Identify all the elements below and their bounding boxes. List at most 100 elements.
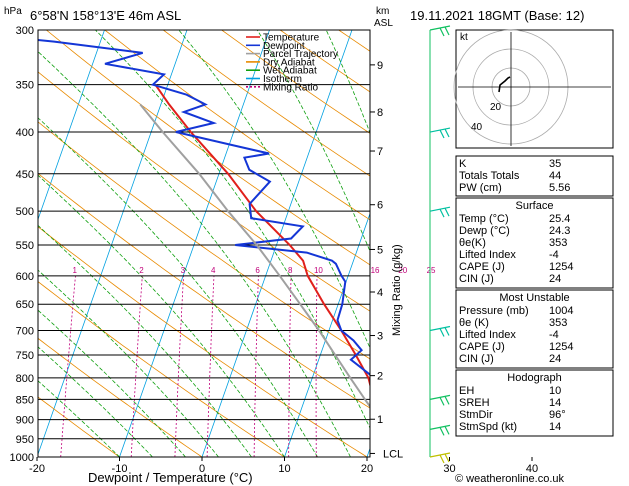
indices-row-value: 353 — [549, 237, 567, 249]
km-tick-label: 4 — [377, 287, 383, 299]
km-axis: 9 8 7 6 5 4 3 2 1 LCL — [370, 60, 403, 460]
isotherm-line — [284, 212, 370, 457]
wet-adiabat-line — [38, 117, 318, 457]
hodograph-ring-label: 20 — [490, 102, 502, 113]
indices-box — [455, 369, 614, 437]
km-tick-label: 6 — [377, 200, 383, 212]
mixing-ratio-line — [315, 275, 318, 457]
pressure-tick-label: 550 — [16, 240, 34, 252]
pressure-tick-label: 650 — [16, 299, 34, 311]
indices-row-label: CIN (J) — [459, 273, 494, 285]
indices-row-value: 10 — [549, 385, 561, 397]
wind-barbs — [429, 25, 451, 464]
mixing-ratio-label: 20 — [398, 266, 407, 275]
wind-barb — [429, 25, 451, 37]
indices-row-value: -4 — [549, 329, 559, 341]
km-tick-label: 1 — [377, 414, 383, 426]
wind-barb — [429, 424, 451, 436]
km-tick-label: 2 — [377, 371, 383, 383]
indices-row-label: CAPE (J) — [459, 261, 505, 273]
wind-barb — [429, 127, 451, 139]
km-tick-label: 8 — [377, 107, 383, 119]
mixing-ratio-line — [288, 275, 292, 457]
indices-row-label: CIN (J) — [459, 353, 494, 365]
legend-label: Isotherm — [263, 74, 302, 85]
pressure-tick-label: 300 — [16, 25, 34, 37]
mixing-ratio-labels: 1 2 3 4 6 8 10 16 20 25 — [72, 266, 436, 275]
legend-label: Wet Adiabat — [263, 66, 317, 77]
pressure-axis: 300 350 400 450 500 550 600 650 700 750 800 850 900 9… — [10, 25, 34, 464]
wet-adiabat-line — [38, 269, 219, 457]
indices-box — [455, 155, 614, 197]
isotherm-line — [201, 30, 353, 457]
pressure-tick-label: 800 — [16, 373, 34, 385]
dry-adiabat-line — [104, 30, 370, 221]
pressure-tick-label: 600 — [16, 271, 34, 283]
indices-row-value: 25.4 — [549, 213, 570, 225]
indices-row-value: 24 — [549, 353, 561, 365]
indices-row-label: StmDir — [459, 409, 493, 421]
wind-barb — [429, 325, 451, 337]
mixing-ratio-label: 8 — [288, 266, 293, 275]
hodograph: kt 40 20 — [453, 29, 614, 149]
km-tick-label: 9 — [377, 60, 383, 72]
legend-label: Parcel Trajectory — [263, 49, 338, 60]
mixing-ratio-line — [130, 275, 143, 457]
dry-adiabat-line — [38, 337, 203, 457]
isotherm-line — [38, 30, 105, 221]
temperature-tick-label: 0 — [199, 463, 205, 475]
km-tick-label: LCL — [383, 448, 403, 460]
series-line-temperature — [154, 84, 370, 389]
indices-row-label: CAPE (J) — [459, 341, 505, 353]
x-axis-label: Dewpoint / Temperature (°C) — [88, 470, 253, 485]
temperature-tick-label: -20 — [29, 463, 45, 475]
temperature-tick-label: 30 — [443, 463, 455, 475]
pressure-tick-label: 450 — [16, 169, 34, 181]
indices-row-value: 35 — [549, 158, 561, 170]
wet-adiabat-line — [256, 30, 370, 253]
hpa-unit-label: hPa — [4, 6, 22, 17]
mixing-ratio-line — [174, 275, 184, 457]
indices-row-value: 44 — [549, 170, 561, 182]
indices-row-label: θe(K) — [459, 237, 486, 249]
indices-row-value: 14 — [549, 397, 561, 409]
hodograph-trace — [498, 76, 511, 93]
temperature-tick-label: 20 — [361, 463, 373, 475]
indices-row-label: SREH — [459, 397, 490, 409]
indices-row-value: 1254 — [549, 261, 573, 273]
mixing-ratio-label: 6 — [255, 266, 260, 275]
dry-adiabat-line — [46, 30, 370, 266]
series-line-dewpoint — [38, 38, 370, 376]
wet-adiabat-lines — [38, 30, 370, 457]
indices-row-value: 24 — [549, 273, 561, 285]
indices-row-label: StmSpd (kt) — [459, 421, 517, 433]
wet-adiabat-line — [38, 380, 120, 457]
indices-row-label: Pressure (mb) — [459, 305, 529, 317]
indices-row-value: -4 — [549, 249, 559, 261]
dry-adiabat-line — [38, 396, 120, 457]
wind-barb — [429, 206, 451, 218]
mixing-ratio-label: 10 — [314, 266, 323, 275]
asl-unit-label: ASL — [374, 18, 393, 29]
mixing-ratio-label: 3 — [181, 266, 186, 275]
indices-row-value: 353 — [549, 317, 567, 329]
pressure-tick-label: 900 — [16, 415, 34, 427]
indices-box — [455, 289, 614, 369]
mixing-ratio-axis-label: Mixing Ratio (g/kg) — [391, 244, 403, 336]
indices-row-label: PW (cm) — [459, 182, 502, 194]
mixing-ratio-line — [206, 275, 215, 457]
indices-row-value: 96° — [549, 409, 566, 421]
pressure-tick-label: 500 — [16, 206, 34, 218]
km-tick-label: 5 — [377, 244, 383, 256]
indices-row-label: Lifted Index — [459, 329, 516, 341]
temperature-tick-label: -10 — [112, 463, 128, 475]
hodograph-kt-label: kt — [460, 32, 468, 43]
pressure-tick-label: 400 — [16, 127, 34, 139]
indices-row-label: Temp (°C) — [459, 213, 509, 225]
pressure-tick-label: 850 — [16, 394, 34, 406]
pressure-tick-label: 1000 — [10, 452, 34, 464]
datetime-title: 19.11.2021 18GMT (Base: 12) — [410, 8, 584, 23]
